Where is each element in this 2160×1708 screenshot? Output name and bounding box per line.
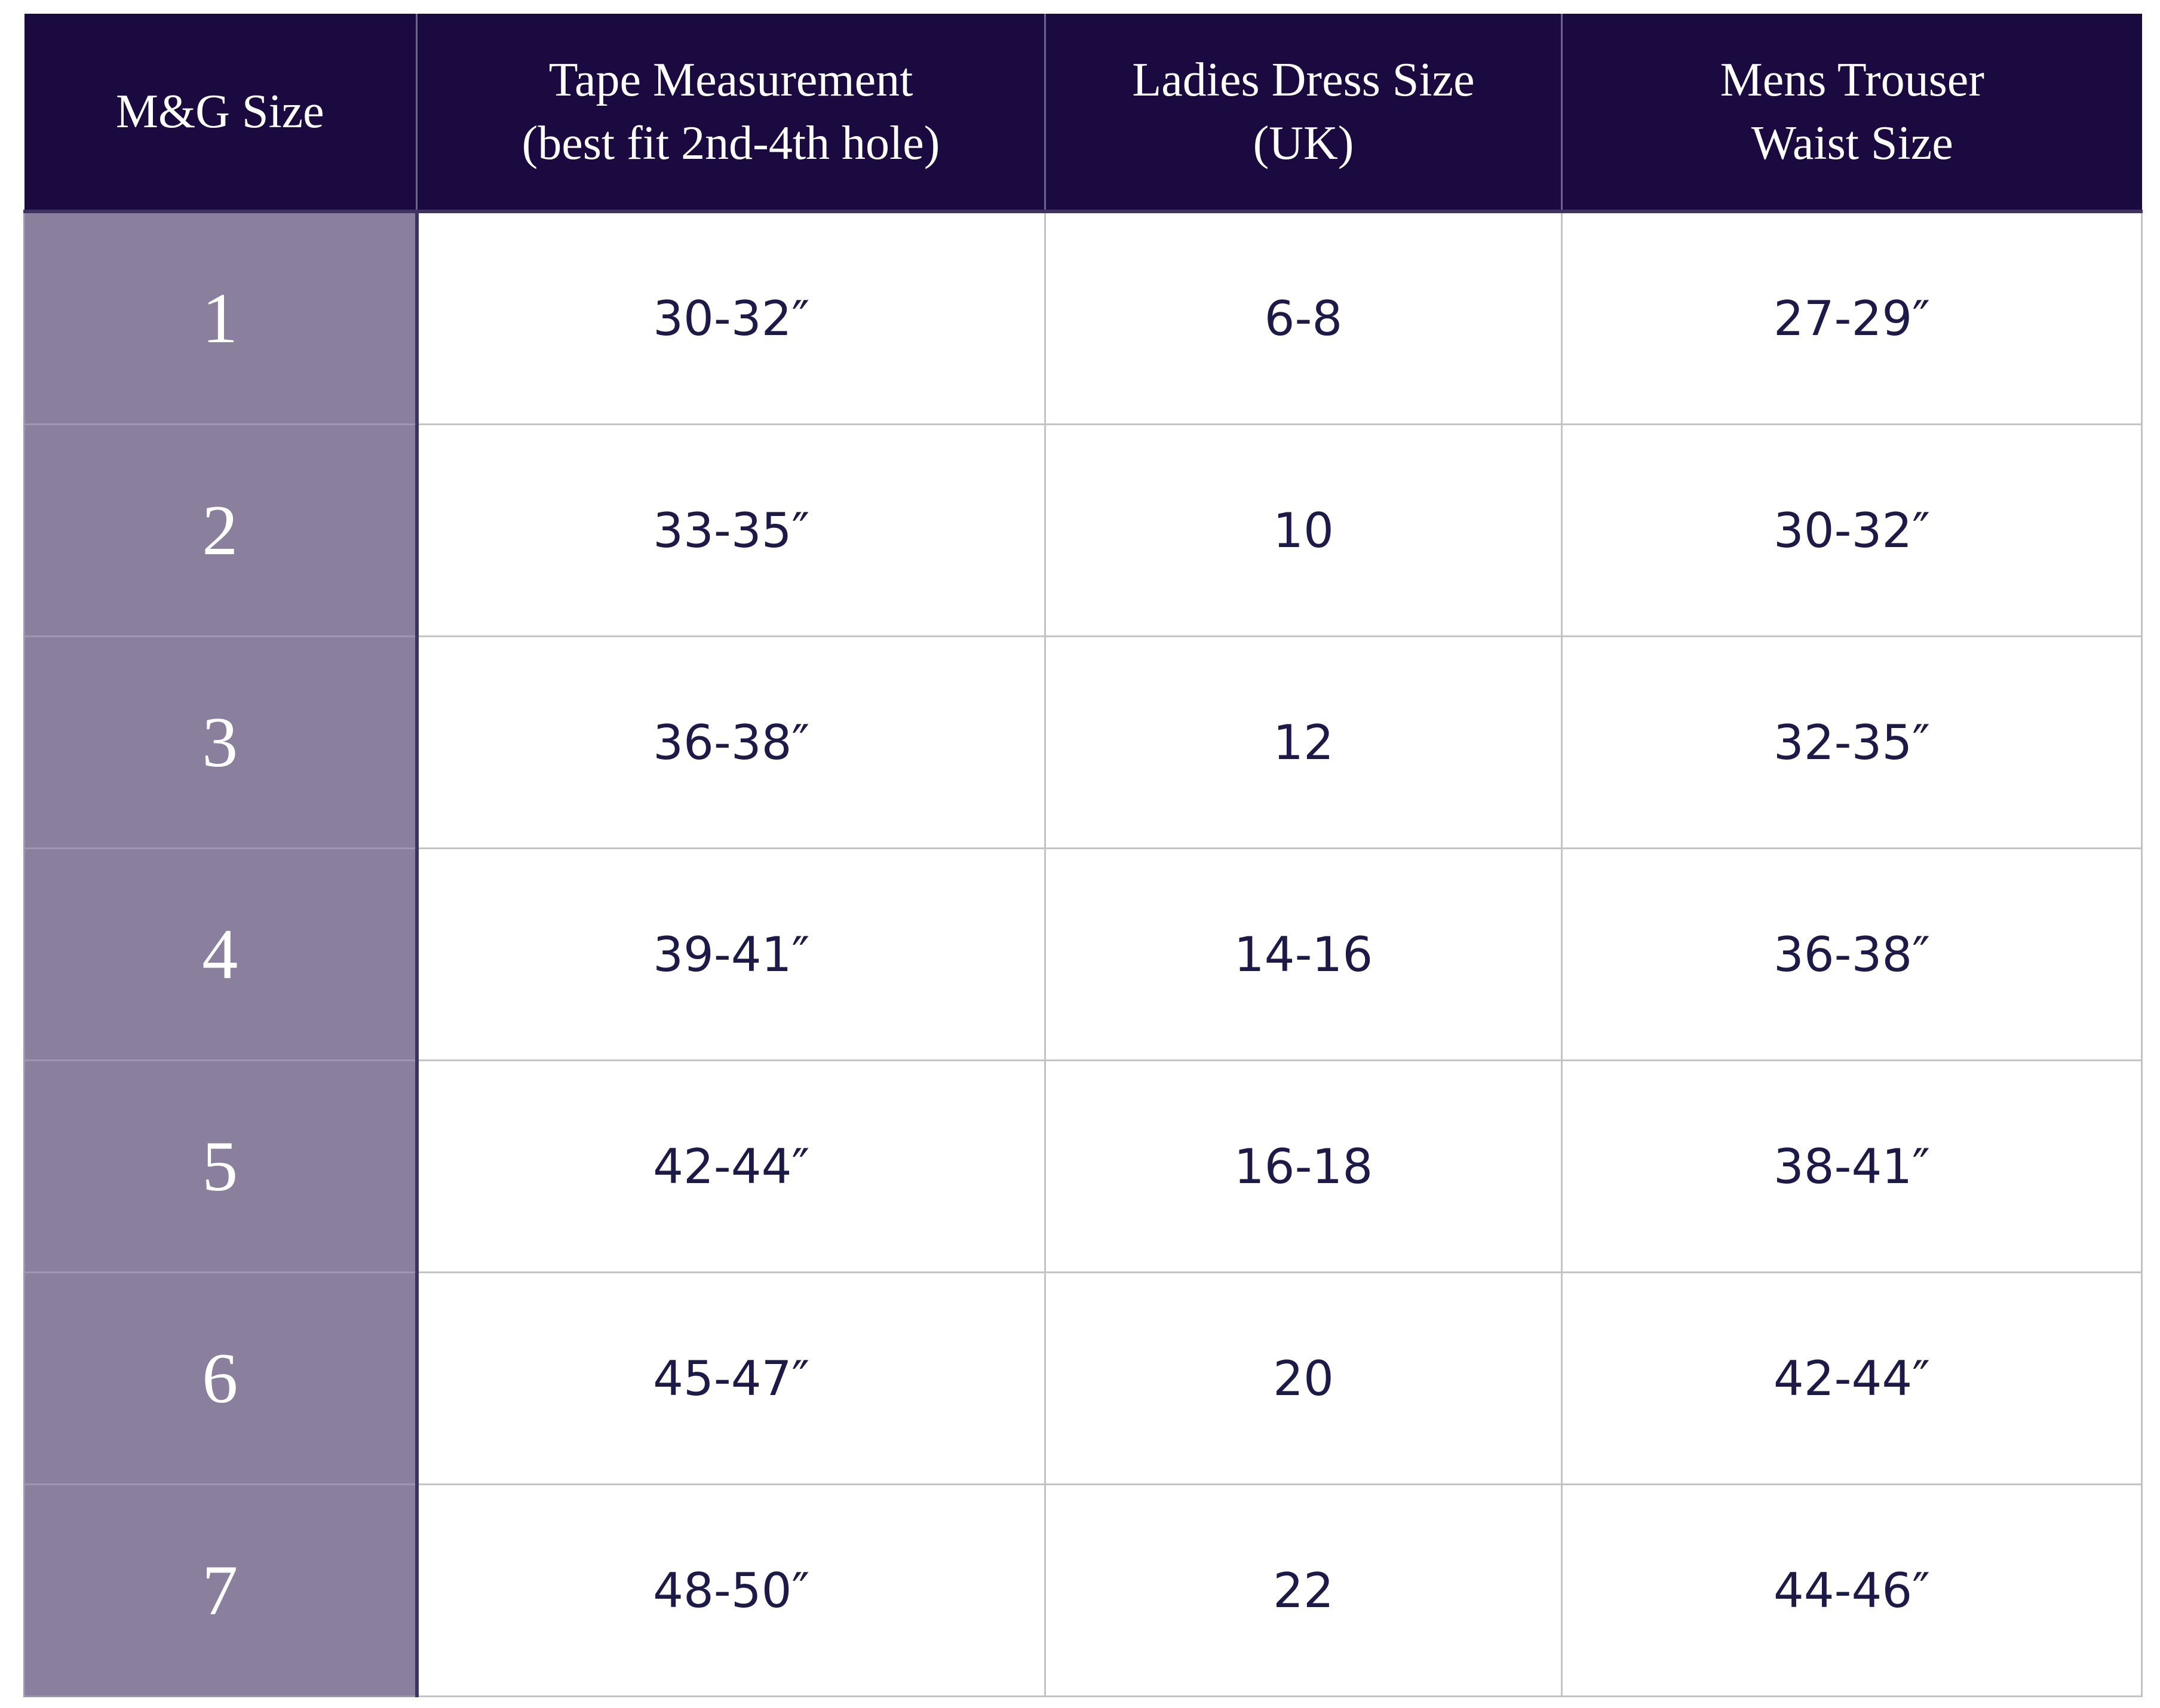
header-text: Tape Measurement xyxy=(548,54,913,106)
size-cell: 2 xyxy=(23,423,419,637)
size-cell: 3 xyxy=(23,635,419,849)
table-row: 4 39-41″ 14-16 36-38″ xyxy=(23,847,2143,1061)
header-row: M&G Size Tape Measurement (best fit 2nd-4t… xyxy=(24,14,2142,213)
table-row: 7 48-50″ 22 44-46″ xyxy=(23,1483,2143,1697)
value-cell: 27-29″ xyxy=(1561,210,2143,425)
table-row: 1 30-32″ 6-8 27-29″ xyxy=(23,210,2143,425)
value-cell: 36-38″ xyxy=(416,635,1046,849)
size-cell: 5 xyxy=(23,1059,419,1273)
value-cell: 22 xyxy=(1044,1483,1563,1697)
value-cell: 36-38″ xyxy=(1561,847,2143,1061)
table-row: 2 33-35″ 10 30-32″ xyxy=(23,423,2143,637)
header-text: M&G Size xyxy=(115,85,324,138)
value-cell: 10 xyxy=(1044,423,1563,637)
value-cell: 42-44″ xyxy=(416,1059,1046,1273)
header-cell: Mens Trouser Waist Size xyxy=(1561,14,2142,213)
value-cell: 30-32″ xyxy=(1561,423,2143,637)
header-text: (UK) xyxy=(1253,117,1354,170)
size-cell: 1 xyxy=(23,210,419,425)
value-cell: 39-41″ xyxy=(416,847,1046,1061)
size-cell: 6 xyxy=(23,1271,419,1485)
value-cell: 44-46″ xyxy=(1561,1483,2143,1697)
value-cell: 30-32″ xyxy=(416,210,1046,425)
header-text: (best fit 2nd-4th hole) xyxy=(521,117,940,170)
table-body: 1 30-32″ 6-8 27-29″ 2 33-35″ 10 30-32″ 3 36-38″ 12… xyxy=(23,210,2143,1697)
value-cell: 6-8 xyxy=(1044,210,1563,425)
size-cell: 4 xyxy=(23,847,419,1061)
value-cell: 16-18 xyxy=(1044,1059,1563,1273)
table-row: 6 45-47″ 20 42-44″ xyxy=(23,1271,2143,1485)
value-cell: 32-35″ xyxy=(1561,635,2143,849)
header-cell: Ladies Dress Size (UK) xyxy=(1044,14,1562,213)
header-text: Mens Trouser xyxy=(1720,54,1984,106)
value-cell: 14-16 xyxy=(1044,847,1563,1061)
value-cell: 12 xyxy=(1044,635,1563,849)
table-row: 3 36-38″ 12 32-35″ xyxy=(23,635,2143,849)
table-row: 5 42-44″ 16-18 38-41″ xyxy=(23,1059,2143,1273)
value-cell: 38-41″ xyxy=(1561,1059,2143,1273)
size-table: M&G Size Tape Measurement (best fit 2nd-4t… xyxy=(23,14,2143,1697)
header-cell: M&G Size xyxy=(24,14,417,213)
value-cell: 33-35″ xyxy=(416,423,1046,637)
value-cell: 42-44″ xyxy=(1561,1271,2143,1485)
value-cell: 20 xyxy=(1044,1271,1563,1485)
value-cell: 48-50″ xyxy=(416,1483,1046,1697)
header-text: Waist Size xyxy=(1751,117,1953,170)
value-cell: 45-47″ xyxy=(416,1271,1046,1485)
header-cell: Tape Measurement (best fit 2nd-4th hole) xyxy=(416,14,1045,213)
header-text: Ladies Dress Size xyxy=(1132,54,1475,106)
size-cell: 7 xyxy=(23,1483,419,1697)
